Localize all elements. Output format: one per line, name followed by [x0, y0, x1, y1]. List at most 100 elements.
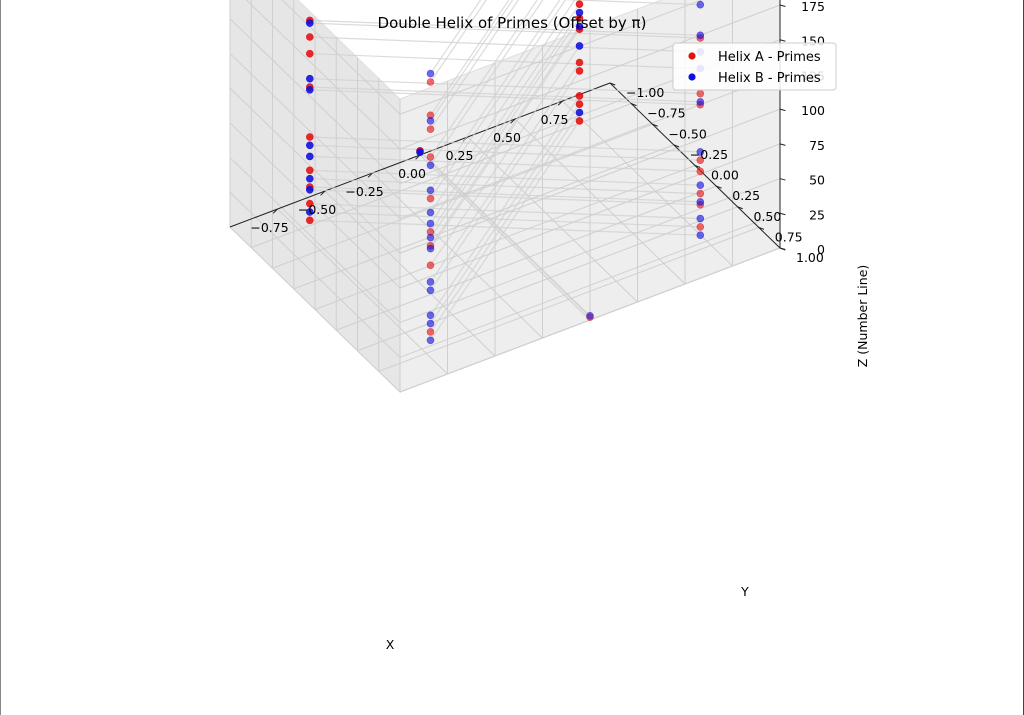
x-tick-label: 0.50: [493, 130, 521, 145]
data-points: [305, 0, 705, 345]
connector-line: [430, 0, 567, 199]
connector-line: [430, 120, 580, 341]
helix-b-point: [305, 174, 314, 183]
helix-a-point: [426, 78, 435, 86]
z-axis-label: Z (Number Line): [855, 265, 870, 368]
y-tick-label: 0.00: [711, 168, 739, 183]
helix-a-point: [426, 125, 435, 133]
helix-a-point: [575, 58, 584, 67]
z-tick-label: 175: [801, 0, 825, 14]
helix-b-point: [696, 214, 705, 223]
legend-label-helix-b: Helix B - Primes: [718, 71, 821, 86]
connector-line: [430, 70, 580, 291]
x-tick-label: −0.75: [250, 220, 288, 235]
x-tick-label: −0.50: [298, 202, 336, 217]
helix-b-point: [305, 141, 314, 150]
helix-a-point: [575, 92, 584, 100]
helix-a-point: [696, 89, 705, 98]
z-gridline-left: [229, 122, 401, 289]
helix-b-point: [426, 311, 435, 320]
tick-labels: −0.75 −0.50 −0.25 0.00 0.25 0.50 0.75 −1.00 −0.7…: [250, 0, 825, 265]
z-tick-label: 50: [809, 173, 825, 188]
helix-a-point: [575, 67, 584, 75]
connector-line: [430, 28, 580, 249]
left-edge-border: [0, 0, 1, 715]
connector-line: [430, 95, 580, 316]
connector-line: [419, 151, 591, 318]
helix-a-point: [575, 100, 584, 108]
helix-a-point: [426, 194, 435, 203]
z-tick-label: 100: [801, 103, 825, 118]
y-tick-label: 0.25: [732, 188, 760, 203]
z-tick-label: 25: [809, 207, 825, 222]
helix-b-point: [696, 31, 705, 40]
connector-line: [419, 150, 591, 317]
legend-marker-helix-a: [688, 52, 696, 60]
connector-line: [430, 0, 538, 158]
helix-a-point: [305, 216, 314, 225]
connector-line: [309, 189, 701, 206]
z-gridline-back: [399, 143, 781, 289]
y-tick-mark: [609, 82, 616, 86]
x-tick-mark: [320, 190, 326, 196]
helix-b-point: [426, 336, 435, 345]
helix-a-point: [426, 328, 435, 336]
connector-line: [430, 103, 580, 324]
helix-b-point: [426, 208, 435, 217]
helix-a-point: [426, 261, 435, 270]
y-tick-mark: [652, 123, 658, 127]
helix-b-point: [305, 19, 314, 27]
z-tick-label: 0: [817, 242, 825, 257]
connector-line: [309, 19, 701, 36]
y-tick-label: −0.75: [647, 106, 685, 121]
helix-b-point: [426, 186, 435, 195]
helix-connectors: [309, 0, 701, 341]
helix-b-point: [696, 231, 705, 239]
helix-a-point: [305, 166, 314, 175]
connector-line: [309, 155, 701, 172]
z-gridline-left: [229, 53, 401, 219]
helix-a-point: [305, 49, 314, 58]
x-tick-mark: [272, 208, 278, 214]
helix-b-point: [696, 148, 705, 156]
y-tick-label: −0.25: [690, 147, 728, 162]
z-tick-mark: [779, 4, 786, 7]
y-axis-label: Y: [740, 584, 749, 599]
connector-line: [430, 0, 487, 83]
helix-b-point: [575, 22, 584, 31]
z-gridline-left: [229, 157, 401, 323]
helix-a-point: [696, 223, 705, 231]
helix-b-point: [696, 98, 705, 106]
helix-b-point: [305, 86, 314, 94]
helix-b-point: [696, 0, 705, 9]
helix-a-point: [575, 117, 584, 125]
y-tick-mark: [694, 165, 701, 168]
helix-b-point: [426, 219, 435, 228]
helix-b-point: [426, 117, 435, 125]
helix-b-point: [426, 278, 435, 286]
z-tick-mark: [779, 39, 786, 42]
connector-line: [430, 12, 580, 233]
helix-b-point: [305, 152, 314, 161]
connector-line: [309, 186, 701, 203]
z-tick-mark: [779, 212, 786, 216]
helix-b-point: [696, 198, 705, 206]
connector-line: [309, 178, 701, 195]
helix-b-point: [575, 8, 584, 17]
x-tick-mark: [367, 172, 373, 178]
x-tick-label: 0.75: [541, 112, 569, 127]
z-gridline-left: [229, 18, 401, 185]
helix-a-point: [696, 167, 705, 176]
connector-line: [561, 0, 701, 6]
helix-a-point: [305, 33, 314, 41]
helix-b-point: [586, 311, 594, 320]
y-tick-label: −0.50: [669, 126, 707, 141]
z-gridline-left: [229, 226, 401, 393]
helix-a-point: [696, 156, 705, 164]
y-tick-label: 0.75: [775, 229, 803, 244]
x-tick-label: 0.00: [398, 166, 426, 181]
z-tick-mark: [779, 247, 786, 250]
z-gridline-left: [245, 0, 401, 150]
